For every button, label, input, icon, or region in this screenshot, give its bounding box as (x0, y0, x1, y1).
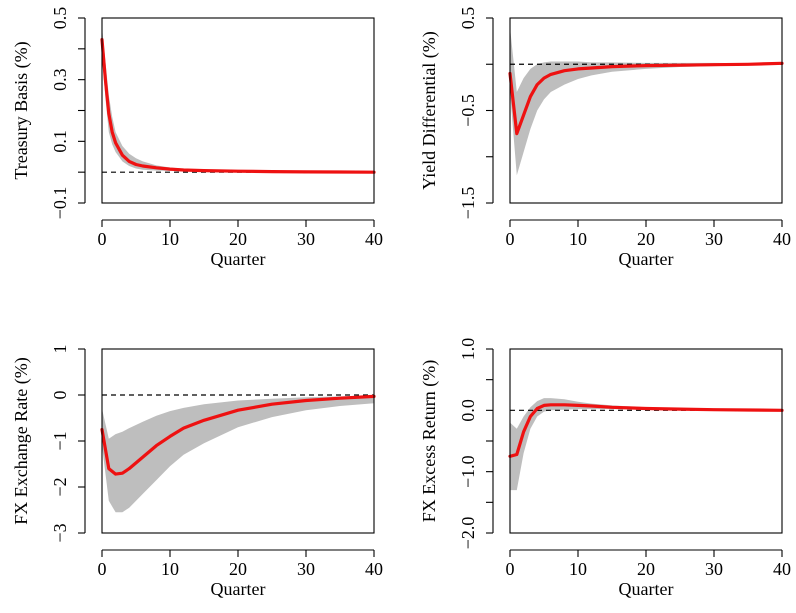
x-tick-label: 20 (637, 229, 655, 249)
plot-frame (101, 17, 375, 204)
panel-2: 0 10 20 30 40 Quarter −1.5 −0.5 0.5 Yield Differe… (419, 7, 791, 269)
x-tick-label: 0 (506, 229, 515, 249)
y-tick-label: 0.3 (50, 68, 70, 91)
x-axis-label: Quarter (619, 579, 674, 599)
plot-frame (509, 348, 783, 534)
y-tick-label: 0.0 (458, 399, 478, 422)
y-tick-label: 0.5 (50, 7, 70, 30)
x-tick-label: 30 (297, 559, 315, 579)
y-tick-label: −0.5 (458, 94, 478, 127)
x-tick-label: 0 (98, 559, 107, 579)
x-tick-label: 40 (773, 229, 791, 249)
x-axis-label: Quarter (211, 579, 266, 599)
x-tick-label: 30 (297, 229, 315, 249)
y-tick-label: 0.1 (50, 130, 70, 153)
y-tick-label: 1.0 (458, 338, 478, 361)
y-axis-label: Yield Differential (%) (419, 31, 440, 190)
y-tick-label: −1.5 (458, 187, 478, 220)
y-tick-label: −1.0 (458, 455, 478, 488)
panel-1: 0 10 20 30 40 Quarter −0.1 0.1 0.3 0.5 Treasury Ba… (11, 7, 383, 269)
y-tick-label: 0.5 (458, 7, 478, 30)
x-tick-label: 10 (569, 559, 587, 579)
confidence-band (510, 27, 782, 176)
x-tick-label: 20 (637, 559, 655, 579)
confidence-band (102, 395, 374, 513)
x-tick-label: 20 (229, 559, 247, 579)
y-tick-label: 1 (50, 345, 70, 354)
impulse-response-line (508, 61, 784, 136)
impulse-response-line (100, 394, 376, 476)
x-tick-label: 40 (365, 559, 383, 579)
panel-4: 0 10 20 30 40 Quarter −2.0 −1.0 0.0 1.0 FX Excess … (419, 338, 791, 599)
plot-frame (509, 17, 783, 204)
x-tick-label: 40 (365, 229, 383, 249)
confidence-band (102, 27, 374, 173)
x-tick-label: 40 (773, 559, 791, 579)
x-axis-label: Quarter (211, 249, 266, 269)
y-axis-label: FX Excess Return (%) (419, 360, 440, 522)
x-tick-label: 30 (705, 559, 723, 579)
y-tick-label: −3 (50, 523, 70, 542)
panel-3: 0 10 20 30 40 Quarter −3 −2 −1 0 1 FX Exchange Rate… (11, 345, 383, 600)
x-tick-label: 0 (98, 229, 107, 249)
x-tick-label: 10 (569, 229, 587, 249)
x-axis-label: Quarter (619, 249, 674, 269)
y-tick-label: −0.1 (50, 187, 70, 220)
y-tick-label: 0 (50, 391, 70, 400)
impulse-response-line (508, 403, 784, 458)
y-axis-label: FX Exchange Rate (%) (11, 357, 32, 524)
y-axis-label: Treasury Basis (%) (11, 41, 32, 179)
confidence-band (510, 398, 782, 491)
x-tick-label: 10 (161, 559, 179, 579)
x-tick-label: 30 (705, 229, 723, 249)
plot-frame (101, 348, 375, 534)
y-tick-label: −1 (50, 431, 70, 450)
x-tick-label: 20 (229, 229, 247, 249)
y-tick-label: −2.0 (458, 517, 478, 550)
impulse-response-line (100, 38, 376, 174)
x-tick-label: 0 (506, 559, 515, 579)
y-tick-label: −2 (50, 477, 70, 496)
x-tick-label: 10 (161, 229, 179, 249)
